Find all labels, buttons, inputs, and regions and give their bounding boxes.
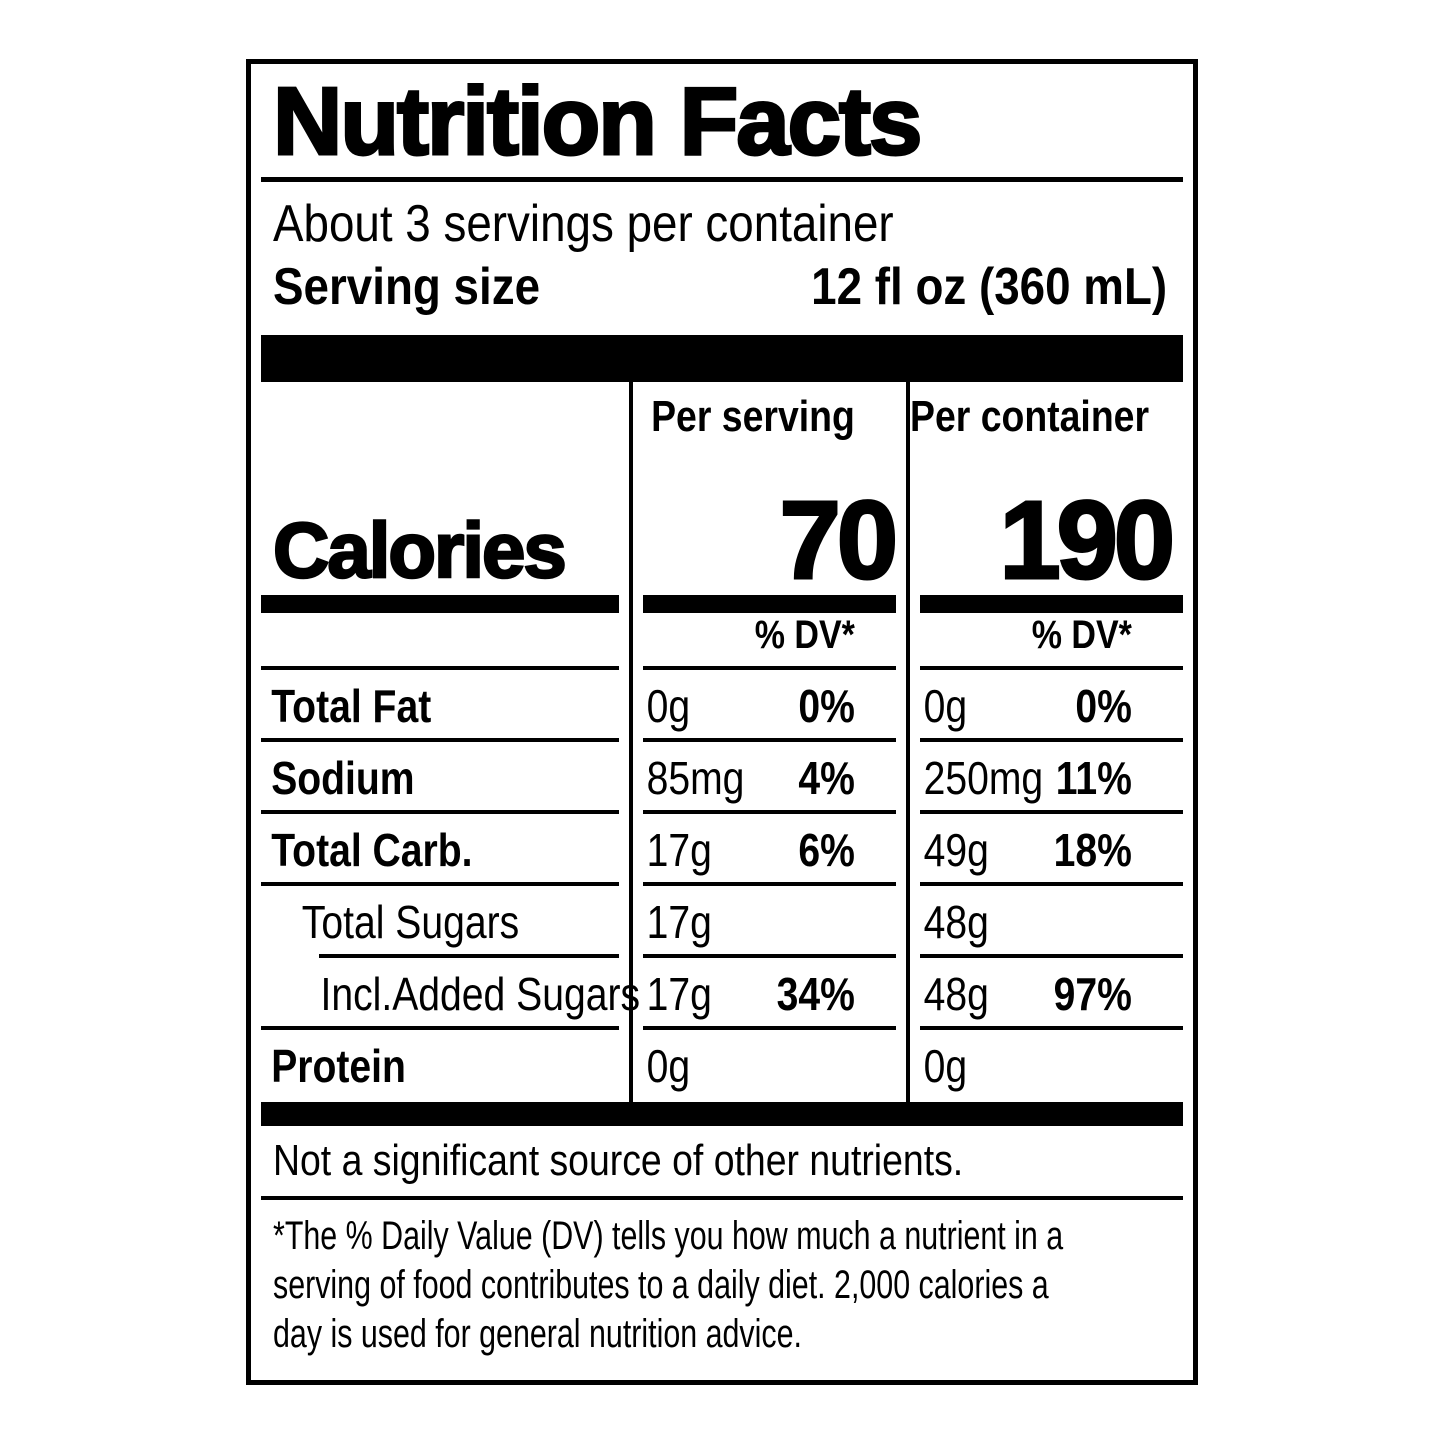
calories-label: Calories <box>272 506 568 595</box>
nutrient-values-per-container: 0g 0% <box>910 670 1183 743</box>
calories-underline-bar <box>910 595 1183 614</box>
nutrient-values-per-container: 0g <box>910 1030 1183 1102</box>
dv-per-serving: 0% <box>798 680 855 733</box>
amount-per-serving: 17g <box>646 968 712 1021</box>
servings-per-container: About 3 servings per container <box>261 195 1183 254</box>
nutrient-values-per-container: 48g <box>910 886 1183 959</box>
amount-per-container: 49g <box>923 824 989 877</box>
nutrient-values-per-serving: 17g 34% <box>633 958 906 1031</box>
nutrient-name: Total Carb. <box>261 814 629 887</box>
calories-per-serving: 70 <box>778 478 899 602</box>
thick-separator-bar-bottom <box>261 1102 1183 1127</box>
nutrient-values-per-serving: 0g 0% <box>633 670 906 743</box>
column-divider-1 <box>629 382 633 1103</box>
divider-rule <box>261 177 1183 183</box>
serving-size-row: Serving size 12 fl oz (360 mL) <box>261 257 1183 317</box>
serving-size-label: Serving size <box>273 258 541 317</box>
per-container-header: Per container <box>910 392 1150 442</box>
amount-per-container: 48g <box>923 896 989 949</box>
footnote-line: *The % Daily Value (DV) tells you how mu… <box>273 1214 1064 1259</box>
calories-per-container: 190 <box>998 478 1177 602</box>
column-divider-2 <box>906 382 910 1103</box>
nutrient-name: Incl.Added Sugars <box>261 958 640 1031</box>
nutrient-name: Protein <box>271 1040 406 1093</box>
nutrient-values-per-container: 48g 97% <box>910 958 1183 1031</box>
dv-per-container: 18% <box>1053 824 1132 877</box>
amount-per-container: 0g <box>923 1040 968 1093</box>
daily-value-footnote: *The % Daily Value (DV) tells you how mu… <box>261 1212 1183 1358</box>
dv-per-container: 11% <box>1055 752 1132 805</box>
amount-per-serving: 0g <box>646 1040 691 1093</box>
dv-per-serving: 6% <box>798 824 855 877</box>
serving-size-value: 12 fl oz (360 mL) <box>811 258 1168 317</box>
dv-header-per-container: % DV* <box>910 613 1183 671</box>
nutrient-values-per-container: 49g 18% <box>910 814 1183 887</box>
footnote-line: day is used for general nutrition advice… <box>273 1311 802 1356</box>
dv-per-serving: 34% <box>776 968 855 1021</box>
footnote-line: serving of food contributes to a daily d… <box>273 1263 1049 1308</box>
calories-underline-bar <box>261 595 629 614</box>
dv-per-container: 97% <box>1053 968 1132 1021</box>
servings-per-container-text: About 3 servings per container <box>273 195 894 254</box>
other-nutrients-note: Not a significant source of other nutrie… <box>273 1136 964 1186</box>
nutrient-values-per-serving: 0g <box>633 1030 906 1102</box>
amount-per-serving: 17g <box>646 896 712 949</box>
nutrient-name: Total Sugars <box>261 886 629 959</box>
dv-per-serving: 4% <box>798 752 855 805</box>
calories-label-cell: Calories <box>261 457 629 595</box>
nutrient-name: Total Fat <box>261 670 629 743</box>
thick-separator-bar-top <box>261 335 1183 383</box>
nutrient-values-per-serving: 17g 6% <box>633 814 906 887</box>
dv-per-container: 0% <box>1075 680 1132 733</box>
per-serving-header: Per serving <box>651 392 855 442</box>
amount-per-serving: 17g <box>646 824 712 877</box>
amount-per-container: 48g <box>923 968 989 1021</box>
divider-rule <box>261 1196 1183 1201</box>
calories-underline-bar <box>633 595 906 614</box>
empty-cell <box>261 613 629 671</box>
nutrient-values-per-serving: 17g <box>633 886 906 959</box>
nutrition-table: Per serving Per container Calories 70 19… <box>261 382 1183 1103</box>
nutrient-values-per-container: 250mg 11% <box>910 742 1183 815</box>
amount-per-container: 0g <box>923 680 968 733</box>
panel-title: Nutrition Facts <box>272 68 924 175</box>
empty-cell <box>261 382 629 457</box>
nutrient-name: Sodium <box>261 742 629 815</box>
amount-per-serving: 85mg <box>646 752 745 805</box>
nutrient-values-per-serving: 85mg 4% <box>633 742 906 815</box>
amount-per-serving: 0g <box>646 680 691 733</box>
nutrition-facts-panel: Nutrition Facts About 3 servings per con… <box>246 59 1198 1385</box>
dv-header-per-serving: % DV* <box>633 613 906 671</box>
amount-per-container: 250mg <box>923 752 1044 805</box>
